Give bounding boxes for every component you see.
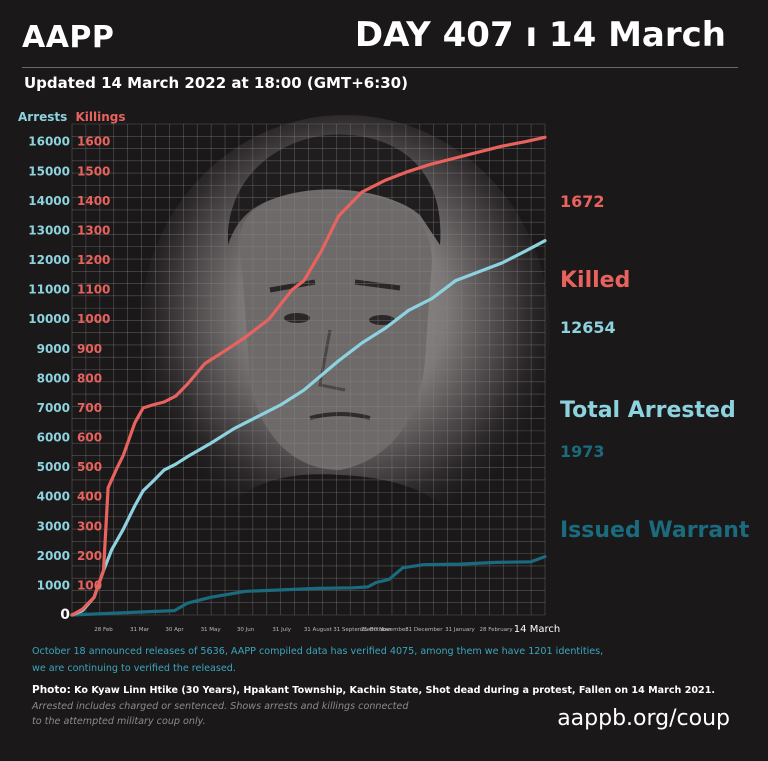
release-note-line2: we are continuing to verified the releas… (32, 663, 236, 674)
x-axis-tick-label: 31 September (333, 627, 373, 633)
killings-line (70, 135, 547, 617)
right-axis-tick-label: 1000 (77, 312, 110, 326)
killed-label: Killed (560, 268, 631, 293)
x-axis-tick-label: 14 March (514, 624, 560, 635)
right-axis-tick-label: 800 (77, 371, 102, 385)
warrants-line (70, 554, 547, 617)
right-axis-tick-label: 400 (77, 490, 102, 504)
left-axis-tick-label: 12000 (28, 253, 70, 267)
arrested-label: Total Arrested (560, 398, 736, 423)
disclaimer-line2: to the attempted military coup only. (32, 716, 206, 727)
left-axis-tick-label: 15000 (28, 164, 70, 178)
right-axis-tick-label: 200 (77, 549, 102, 563)
legend-arrests: Arrests (18, 110, 68, 124)
x-axis-tick-label: 31 January (445, 627, 475, 633)
right-axis-tick-label: 1500 (77, 164, 110, 178)
release-note-line1: October 18 announced releases of 5636, A… (32, 646, 604, 657)
legend-killings: Killings (75, 110, 126, 124)
chart-axes: 0 1000 2000 3000 4000 5000 6000 7000 8000 9000 100… (28, 135, 560, 635)
updated-timestamp: Updated 14 March 2022 at 18:00 (GMT+6:30… (24, 74, 408, 92)
left-axis-tick-label: 13000 (28, 223, 70, 237)
right-axis-tick-label: 1300 (77, 223, 110, 237)
x-axis-tick-label: 31 December (405, 627, 443, 633)
left-axis-tick-label: 1000 (37, 578, 70, 592)
right-axis-tick-label: 900 (77, 342, 102, 356)
right-axis-tick-label: 1200 (77, 253, 110, 267)
left-axis-tick-label: 11000 (28, 283, 70, 297)
left-axis-tick-label: 3000 (37, 519, 70, 533)
disclaimer-line1: Arrested includes charged or sentenced. … (32, 701, 409, 712)
photo-caption-text: Ko Kyaw Linn Htike (30 Years), Hpakant T… (74, 685, 716, 696)
website-link[interactable]: aappb.org/coup (557, 706, 730, 731)
x-axis-tick-label: 28 Feb (94, 627, 113, 633)
left-axis-tick-label: 8000 (37, 371, 70, 385)
right-axis-tick-label: 1400 (77, 194, 110, 208)
portrait-photo (140, 115, 550, 560)
x-axis-tick-label: 31 August (304, 627, 333, 633)
left-axis-tick-label: 6000 (37, 431, 70, 445)
x-axis-tick-label: 30 November (370, 627, 408, 633)
left-axis-tick-label: 10000 (28, 312, 70, 326)
right-axis-tick-label: 1600 (77, 135, 110, 149)
killed-value: 1672 (560, 192, 605, 211)
photo-caption: Photo: Ko Kyaw Linn Htike (30 Years), Hp… (32, 684, 715, 696)
x-axis-tick-label: 21 October (361, 627, 392, 633)
x-axis-tick-label: 31 July (272, 627, 291, 633)
arrests-line (70, 239, 547, 617)
x-axis-tick-label: 31 May (201, 627, 222, 633)
x-axis-tick-label: 28 February (480, 627, 514, 633)
right-axis-tick-label: 600 (77, 431, 102, 445)
left-axis-tick-label: 7000 (37, 401, 70, 415)
day-counter: DAY 407 ı 14 March (354, 15, 726, 55)
left-axis-tick-label: 2000 (37, 549, 70, 563)
x-axis-tick-label: 30 Apr (165, 627, 184, 633)
warrant-label: Issued Warrant (560, 518, 750, 543)
arrested-value: 12654 (560, 318, 616, 337)
left-axis-tick-label: 14000 (28, 194, 70, 208)
right-axis-tick-label: 700 (77, 401, 102, 415)
right-axis-tick-label: 300 (77, 519, 102, 533)
x-axis-tick-label: 30 Jun (237, 627, 255, 633)
right-axis-tick-label: 500 (77, 460, 102, 474)
left-axis-tick-label: 16000 (28, 135, 70, 149)
x-axis-tick-label: 31 Mar (130, 627, 150, 633)
left-axis-tick-label: 4000 (37, 490, 70, 504)
chart-grid (71, 123, 546, 616)
brand-logo: AAPP (22, 20, 115, 55)
right-axis-tick-label: 1100 (77, 283, 110, 297)
chart-legend: Arrests Killings (18, 110, 126, 124)
left-axis-tick-label: 0 (60, 607, 70, 623)
warrant-value: 1973 (560, 442, 605, 461)
chart-series (70, 135, 547, 617)
left-axis-tick-label: 9000 (37, 342, 70, 356)
header-divider (22, 67, 738, 68)
left-axis-tick-label: 5000 (37, 460, 70, 474)
photo-caption-label: Photo: (32, 684, 71, 696)
